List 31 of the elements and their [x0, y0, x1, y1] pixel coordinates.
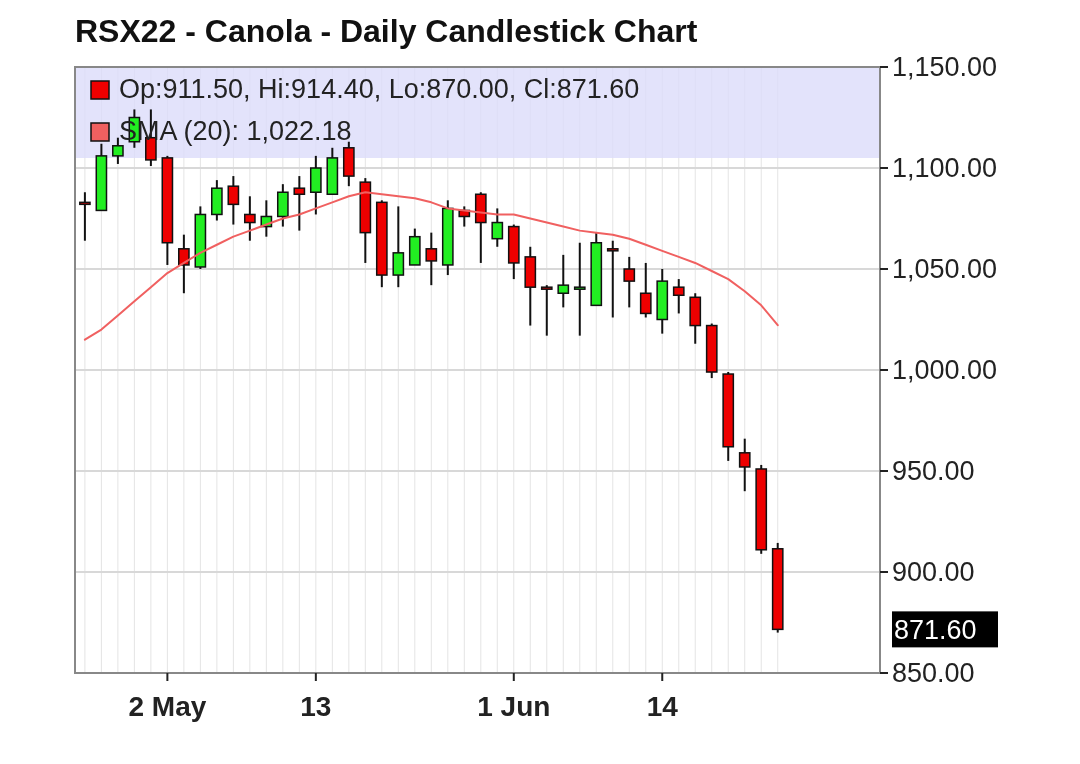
y-tick-label: 950.00: [892, 456, 975, 487]
candlestick: [293, 175, 306, 232]
line-series: [83, 191, 779, 341]
y-tick-label: 850.00: [892, 658, 975, 689]
candlestick: [623, 255, 636, 309]
y-tick-label: 900.00: [892, 557, 975, 588]
x-tick-label: 13: [300, 691, 332, 722]
x-tick-label: 1 Jun: [477, 691, 551, 722]
chart-title: RSX22 - Canola - Daily Candlestick Chart: [75, 13, 698, 49]
y-tick-label: 1,100.00: [892, 153, 998, 184]
candlestick: [491, 207, 504, 248]
candlestick: [392, 205, 405, 289]
text: 871.60: [894, 614, 977, 645]
candlestick: [573, 241, 586, 337]
y-tick-label: 1,150.00: [892, 52, 998, 83]
candlestick: [639, 261, 652, 319]
y-tick-label: 1,050.00: [892, 254, 998, 285]
y-tick-label: 1,000.00: [892, 355, 998, 386]
candlestick: [79, 191, 91, 242]
candlestick: [243, 195, 256, 242]
candlestick: [178, 233, 190, 295]
candlestick: [425, 231, 438, 287]
candlestick: [606, 239, 619, 319]
x-tick-label: 2 May: [128, 691, 207, 722]
candlestick: [540, 284, 553, 337]
x-tick-label: 14: [646, 691, 679, 722]
candlestick: [738, 437, 751, 493]
candlestick: [227, 175, 240, 226]
candlestick: [672, 278, 685, 315]
candlestick: [557, 253, 570, 309]
legend-label: Op:911.50, Hi:914.40, Lo:870.00, Cl:871.60: [119, 74, 640, 104]
